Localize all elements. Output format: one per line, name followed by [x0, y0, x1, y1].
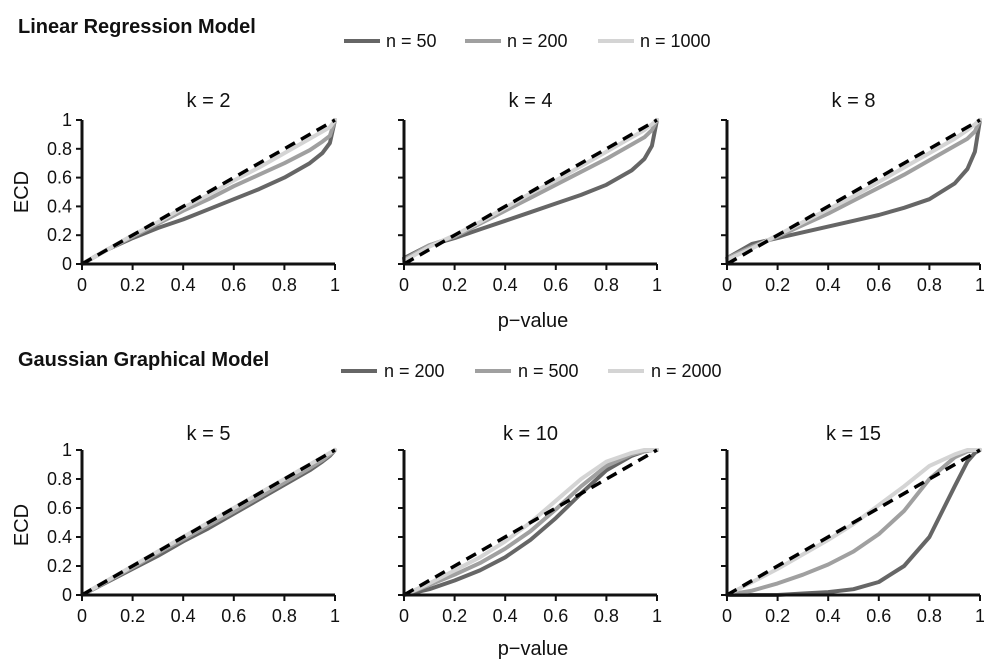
- panel-2-1: k = 5 0 0.2 0.4 0.6 0.8 1 0 0.2 0.4 0.6 0.8 1: [47, 423, 340, 626]
- x-axis-label-section-1: p−value: [498, 310, 569, 332]
- x-tick-label: 0.2: [442, 275, 467, 295]
- x-tick-label: 0.6: [221, 275, 246, 295]
- x-tick-label: 0.4: [171, 275, 196, 295]
- panel-1-1: k = 2 0 0.2 0.4 0.6 0.8 1 0 0.2 0.4 0.6 0.8 1: [47, 90, 340, 295]
- y-tick-label: 0.6: [47, 498, 72, 518]
- panel-title: k = 15: [826, 423, 881, 445]
- reference-diagonal-line: [403, 118, 658, 266]
- y-tick-label: 0.6: [47, 168, 72, 188]
- panel-1-3: k = 8 0 0.2 0.4 0.6 0.8 1: [721, 90, 984, 295]
- y-tick-label: 0.8: [47, 139, 72, 159]
- panel-title: k = 4: [509, 90, 553, 112]
- legend-label-series-2: n = 200: [507, 31, 568, 51]
- y-tick-label: 0.4: [47, 527, 72, 547]
- x-tick-label: 0.6: [543, 275, 568, 295]
- series-line-3: [725, 448, 982, 597]
- panel-title: k = 8: [832, 90, 876, 112]
- reference-diagonal-line: [726, 448, 981, 597]
- series-line-1: [402, 118, 659, 261]
- x-tick-label: 0.4: [816, 275, 841, 295]
- x-tick-label: 0.2: [765, 606, 790, 626]
- y-tick-label: 0.4: [47, 196, 72, 216]
- panel-2-3: k = 15 0 0.2 0.4 0.6 0.8 1: [721, 423, 984, 626]
- x-tick-label: 1: [975, 606, 984, 626]
- legend-label-series-2: n = 500: [518, 361, 579, 381]
- legend-label-series-1: n = 50: [386, 31, 437, 51]
- reference-diagonal-line: [403, 448, 658, 597]
- x-tick-label: 0.8: [917, 606, 942, 626]
- x-tick-label: 0: [77, 275, 87, 295]
- x-tick-label: 0.8: [917, 275, 942, 295]
- series-line-3: [402, 448, 659, 597]
- legend-gaussian-graphical: n = 200 n = 500 n = 2000: [341, 361, 722, 381]
- x-tick-label: 1: [330, 275, 340, 295]
- x-tick-label: 0.6: [221, 606, 246, 626]
- panel-1-2: k = 4 0 0.2 0.4 0.6 0.8 1: [398, 90, 662, 295]
- y-tick-label: 0.2: [47, 225, 72, 245]
- x-tick-label: 0.4: [493, 275, 518, 295]
- x-tick-label: 0: [77, 606, 87, 626]
- y-tick-label: 0: [62, 254, 72, 274]
- x-tick-label: 0.2: [442, 606, 467, 626]
- x-tick-label: 0.8: [272, 606, 297, 626]
- panel-title: k = 5: [187, 423, 231, 445]
- y-axis-label-section-2: ECD: [11, 504, 33, 546]
- y-tick-label: 0: [62, 585, 72, 605]
- x-tick-label: 1: [652, 275, 662, 295]
- x-tick-label: 0.4: [171, 606, 196, 626]
- x-tick-label: 0: [722, 606, 732, 626]
- x-tick-label: 0.6: [866, 275, 891, 295]
- reference-diagonal-line: [81, 448, 336, 597]
- legend-label-series-3: n = 2000: [651, 361, 722, 381]
- reference-diagonal-line: [81, 118, 336, 266]
- legend-label-series-1: n = 200: [384, 361, 445, 381]
- panel-title: k = 2: [187, 90, 231, 112]
- x-tick-label: 1: [652, 606, 662, 626]
- x-axis-label-section-2: p−value: [498, 638, 569, 659]
- reference-diagonal-line: [726, 118, 981, 266]
- x-tick-label: 0.4: [816, 606, 841, 626]
- x-tick-label: 1: [975, 275, 984, 295]
- x-tick-label: 0.8: [272, 275, 297, 295]
- x-tick-label: 0.4: [493, 606, 518, 626]
- series-line-1: [725, 118, 982, 261]
- series-line-2: [402, 118, 659, 262]
- panels-layer: k = 20 0.2 0.4 0.6 0.8 100.20.40.60.81k = 40 0…: [47, 90, 984, 626]
- legend-label-series-3: n = 1000: [640, 31, 711, 51]
- x-tick-label: 0: [399, 275, 409, 295]
- legend-linear-regression: n = 50 n = 200 n = 1000: [344, 31, 711, 51]
- x-tick-label: 0.2: [120, 275, 145, 295]
- panel-2-2: k = 10 0 0.2 0.4 0.6 0.8 1: [398, 423, 662, 626]
- x-tick-label: 0: [722, 275, 732, 295]
- section-title-linear-regression: Linear Regression Model: [18, 16, 256, 38]
- x-tick-label: 0.8: [594, 275, 619, 295]
- y-axis-label-section-1: ECD: [11, 171, 33, 213]
- x-tick-label: 0: [399, 606, 409, 626]
- x-tick-label: 0.2: [120, 606, 145, 626]
- y-tick-label: 0.2: [47, 556, 72, 576]
- y-tick-label: 1: [62, 440, 72, 460]
- panel-title: k = 10: [503, 423, 558, 445]
- section-title-gaussian-graphical: Gaussian Graphical Model: [18, 349, 269, 371]
- y-tick-label: 0.8: [47, 469, 72, 489]
- x-tick-label: 0.6: [866, 606, 891, 626]
- y-tick-label: 1: [62, 110, 72, 130]
- x-tick-label: 0.2: [765, 275, 790, 295]
- x-tick-label: 0.6: [543, 606, 568, 626]
- x-tick-label: 0.8: [594, 606, 619, 626]
- x-tick-label: 1: [330, 606, 340, 626]
